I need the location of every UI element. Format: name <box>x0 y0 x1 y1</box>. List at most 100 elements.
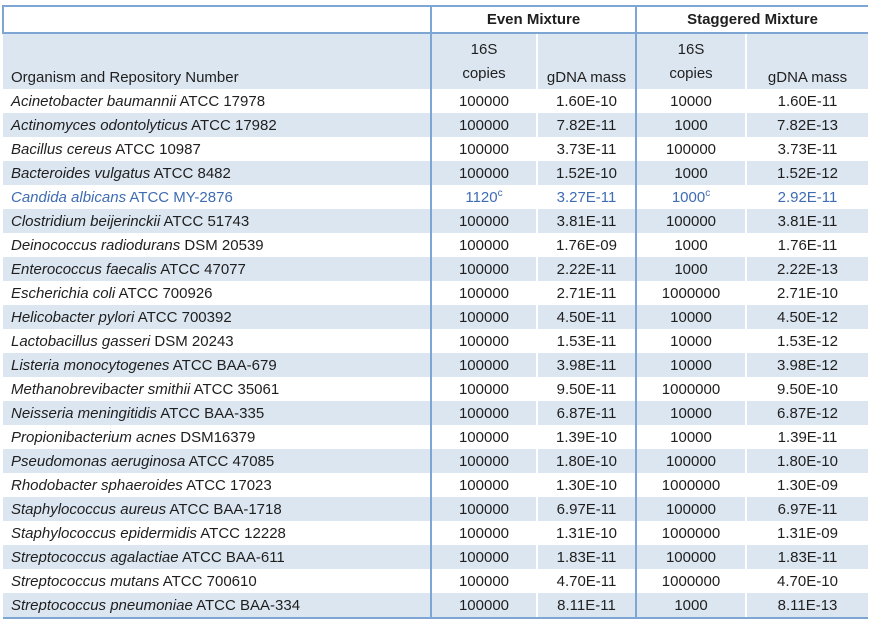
staggered-gdna-mass-cell: 1.30E-09 <box>745 473 868 497</box>
staggered-gdna-mass-cell: 3.98E-12 <box>745 353 868 377</box>
staggered-gdna-mass-cell: 2.22E-13 <box>745 257 868 281</box>
footnote-marker: c <box>497 187 503 199</box>
repository-number: ATCC 17978 <box>176 92 266 110</box>
organism-name: Bacteroides vulgatus <box>11 164 151 182</box>
even-gdna-mass-cell: 4.70E-11 <box>536 569 636 593</box>
table-row: Lactobacillus gasseri DSM 20243 100000 1.5… <box>3 329 868 353</box>
even-gdna-mass-cell: 1.30E-10 <box>536 473 636 497</box>
mock-community-table: Even Mixture Staggered Mixture Organism … <box>2 5 868 619</box>
organism-cell: Propionibacterium acnes DSM16379 <box>3 425 431 449</box>
staggered-gdna-mass-cell: 1.76E-11 <box>745 233 868 257</box>
subheader-16s-copies-even: 16S copies <box>430 33 537 89</box>
even-gdna-mass-cell: 8.11E-11 <box>536 593 636 619</box>
table-row: Enterococcus faecalis ATCC 47077 100000 2.… <box>3 257 868 281</box>
table-row: Streptococcus mutans ATCC 700610 100000 4.… <box>3 569 868 593</box>
subheader-copies-even: copies <box>462 65 506 82</box>
repository-number: ATCC BAA-335 <box>156 404 265 422</box>
even-gdna-mass-cell: 2.22E-11 <box>536 257 636 281</box>
organism-name: Deinococcus radiodurans <box>11 236 181 254</box>
repository-number: ATCC BAA-611 <box>178 548 285 566</box>
organism-name: Lactobacillus gasseri <box>11 332 151 350</box>
table-body: Acinetobacter baumannii ATCC 17978 100000… <box>3 89 868 619</box>
organism-name: Pseudomonas aeruginosa <box>11 452 186 470</box>
organism-name: Staphylococcus epidermidis <box>11 524 197 542</box>
repository-number: ATCC MY-2876 <box>126 188 233 206</box>
repository-number: ATCC 700926 <box>115 284 213 302</box>
organism-cell: Staphylococcus epidermidis ATCC 12228 <box>3 521 431 545</box>
group-header-staggered: Staggered Mixture <box>635 5 868 34</box>
staggered-16s-copies-cell: 100000 <box>635 497 746 521</box>
organism-name: Escherichia coli <box>11 284 116 302</box>
table-row: Listeria monocytogenes ATCC BAA-679 10000… <box>3 353 868 377</box>
even-gdna-mass-cell: 1.80E-10 <box>536 449 636 473</box>
table-row: Streptococcus agalactiae ATCC BAA-611 100… <box>3 545 868 569</box>
repository-number: ATCC BAA-334 <box>192 596 301 614</box>
even-16s-copies-cell: 1120c <box>430 185 537 209</box>
organism-cell: Escherichia coli ATCC 700926 <box>3 281 431 305</box>
organism-name: Candida albicans <box>11 188 127 206</box>
page: Even Mixture Staggered Mixture Organism … <box>2 5 868 619</box>
even-gdna-mass-cell: 1.31E-10 <box>536 521 636 545</box>
even-16s-copies-cell: 100000 <box>430 545 537 569</box>
staggered-16s-copies-cell: 1000c <box>635 185 746 209</box>
staggered-gdna-mass-cell: 2.71E-10 <box>745 281 868 305</box>
staggered-16s-copies-cell: 100000 <box>635 449 746 473</box>
organism-name: Neisseria meningitidis <box>11 404 157 422</box>
table-row: Acinetobacter baumannii ATCC 17978 100000… <box>3 89 868 113</box>
repository-number: ATCC 8482 <box>150 164 231 182</box>
organism-cell: Clostridium beijerinckii ATCC 51743 <box>3 209 431 233</box>
staggered-gdna-mass-cell: 9.50E-10 <box>745 377 868 401</box>
table-row: Methanobrevibacter smithii ATCC 35061 100… <box>3 377 868 401</box>
corner-cell <box>2 5 431 34</box>
even-16s-copies-cell: 100000 <box>430 137 537 161</box>
repository-number: ATCC BAA-1718 <box>166 500 282 518</box>
repository-number: ATCC 47077 <box>156 260 246 278</box>
staggered-16s-copies-cell: 10000 <box>635 305 746 329</box>
repository-number: ATCC 17982 <box>187 116 277 134</box>
staggered-gdna-mass-cell: 8.11E-13 <box>745 593 868 619</box>
organism-cell: Enterococcus faecalis ATCC 47077 <box>3 257 431 281</box>
repository-number: DSM16379 <box>176 428 256 446</box>
subheader-16s-copies-staggered: 16S copies <box>635 33 746 89</box>
repository-number: DSM 20243 <box>150 332 234 350</box>
organism-name: Rhodobacter sphaeroides <box>11 476 183 494</box>
staggered-gdna-mass-cell: 1.80E-10 <box>745 449 868 473</box>
staggered-16s-copies-cell: 1000000 <box>635 569 746 593</box>
subheader-copies-staggered: copies <box>669 65 713 82</box>
organism-cell: Bacteroides vulgatus ATCC 8482 <box>3 161 431 185</box>
table-header: Even Mixture Staggered Mixture Organism … <box>2 5 868 89</box>
staggered-16s-copies-cell: 1000000 <box>635 473 746 497</box>
staggered-16s-copies-cell: 100000 <box>635 137 746 161</box>
table-row: Escherichia coli ATCC 700926 100000 2.71E-… <box>3 281 868 305</box>
staggered-16s-copies-cell: 10000 <box>635 329 746 353</box>
table-row: Clostridium beijerinckii ATCC 51743 10000… <box>3 209 868 233</box>
organism-cell: Actinomyces odontolyticus ATCC 17982 <box>3 113 431 137</box>
organism-cell: Methanobrevibacter smithii ATCC 35061 <box>3 377 431 401</box>
staggered-gdna-mass-cell: 4.70E-10 <box>745 569 868 593</box>
staggered-gdna-mass-cell: 3.73E-11 <box>745 137 868 161</box>
organism-name: Methanobrevibacter smithii <box>11 380 191 398</box>
staggered-16s-copies-cell: 1000000 <box>635 281 746 305</box>
even-16s-copies-cell: 100000 <box>430 161 537 185</box>
even-16s-copies-cell: 100000 <box>430 305 537 329</box>
organism-cell: Lactobacillus gasseri DSM 20243 <box>3 329 431 353</box>
repository-number: ATCC BAA-679 <box>169 356 277 374</box>
repository-number: DSM 20539 <box>180 236 264 254</box>
organism-cell: Streptococcus mutans ATCC 700610 <box>3 569 431 593</box>
organism-name: Enterococcus faecalis <box>11 260 157 278</box>
even-gdna-mass-cell: 3.98E-11 <box>536 353 636 377</box>
table-row: Actinomyces odontolyticus ATCC 17982 1000… <box>3 113 868 137</box>
organism-name: Streptococcus pneumoniae <box>11 596 193 614</box>
group-header-row: Even Mixture Staggered Mixture <box>2 5 868 34</box>
organism-cell: Acinetobacter baumannii ATCC 17978 <box>3 89 431 113</box>
organism-cell: Helicobacter pylori ATCC 700392 <box>3 305 431 329</box>
table-row: Neisseria meningitidis ATCC BAA-335 10000… <box>3 401 868 425</box>
repository-number: ATCC 47085 <box>185 452 275 470</box>
even-16s-copies-cell: 100000 <box>430 257 537 281</box>
staggered-gdna-mass-cell: 6.87E-12 <box>745 401 868 425</box>
repository-number: ATCC 700392 <box>134 308 232 326</box>
staggered-16s-copies-cell: 10000 <box>635 89 746 113</box>
organism-cell: Neisseria meningitidis ATCC BAA-335 <box>3 401 431 425</box>
even-gdna-mass-cell: 3.73E-11 <box>536 137 636 161</box>
organism-cell: Streptococcus pneumoniae ATCC BAA-334 <box>3 593 431 619</box>
